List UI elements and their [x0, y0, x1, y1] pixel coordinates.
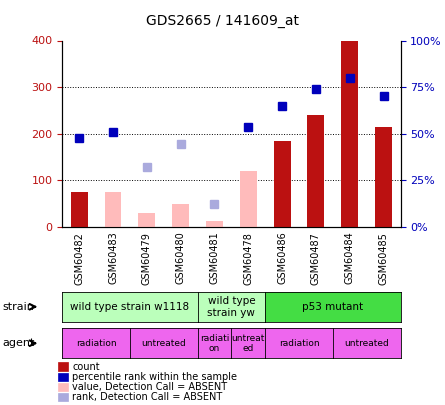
Text: radiation: radiation — [76, 339, 117, 348]
Text: agent: agent — [2, 338, 35, 348]
Bar — [172, 204, 189, 227]
Text: untreated: untreated — [142, 339, 186, 348]
Bar — [105, 192, 121, 227]
Text: p53 mutant: p53 mutant — [302, 302, 364, 312]
Bar — [341, 40, 358, 227]
Text: wild type
strain yw: wild type strain yw — [207, 296, 255, 318]
Text: radiati
on: radiati on — [200, 334, 229, 353]
Bar — [274, 141, 291, 227]
Bar — [240, 171, 257, 227]
Text: count: count — [72, 362, 100, 371]
Text: percentile rank within the sample: percentile rank within the sample — [72, 372, 237, 382]
Bar — [206, 221, 223, 227]
Text: untreated: untreated — [344, 339, 389, 348]
Bar — [307, 115, 324, 227]
Text: GDS2665 / 141609_at: GDS2665 / 141609_at — [146, 14, 299, 28]
Bar — [71, 192, 88, 227]
Text: value, Detection Call = ABSENT: value, Detection Call = ABSENT — [72, 382, 227, 392]
Text: strain: strain — [2, 302, 34, 312]
Bar — [138, 213, 155, 227]
Text: wild type strain w1118: wild type strain w1118 — [70, 302, 190, 312]
Text: untreat
ed: untreat ed — [232, 334, 265, 353]
Bar — [375, 127, 392, 227]
Text: rank, Detection Call = ABSENT: rank, Detection Call = ABSENT — [72, 392, 222, 402]
Text: radiation: radiation — [279, 339, 320, 348]
